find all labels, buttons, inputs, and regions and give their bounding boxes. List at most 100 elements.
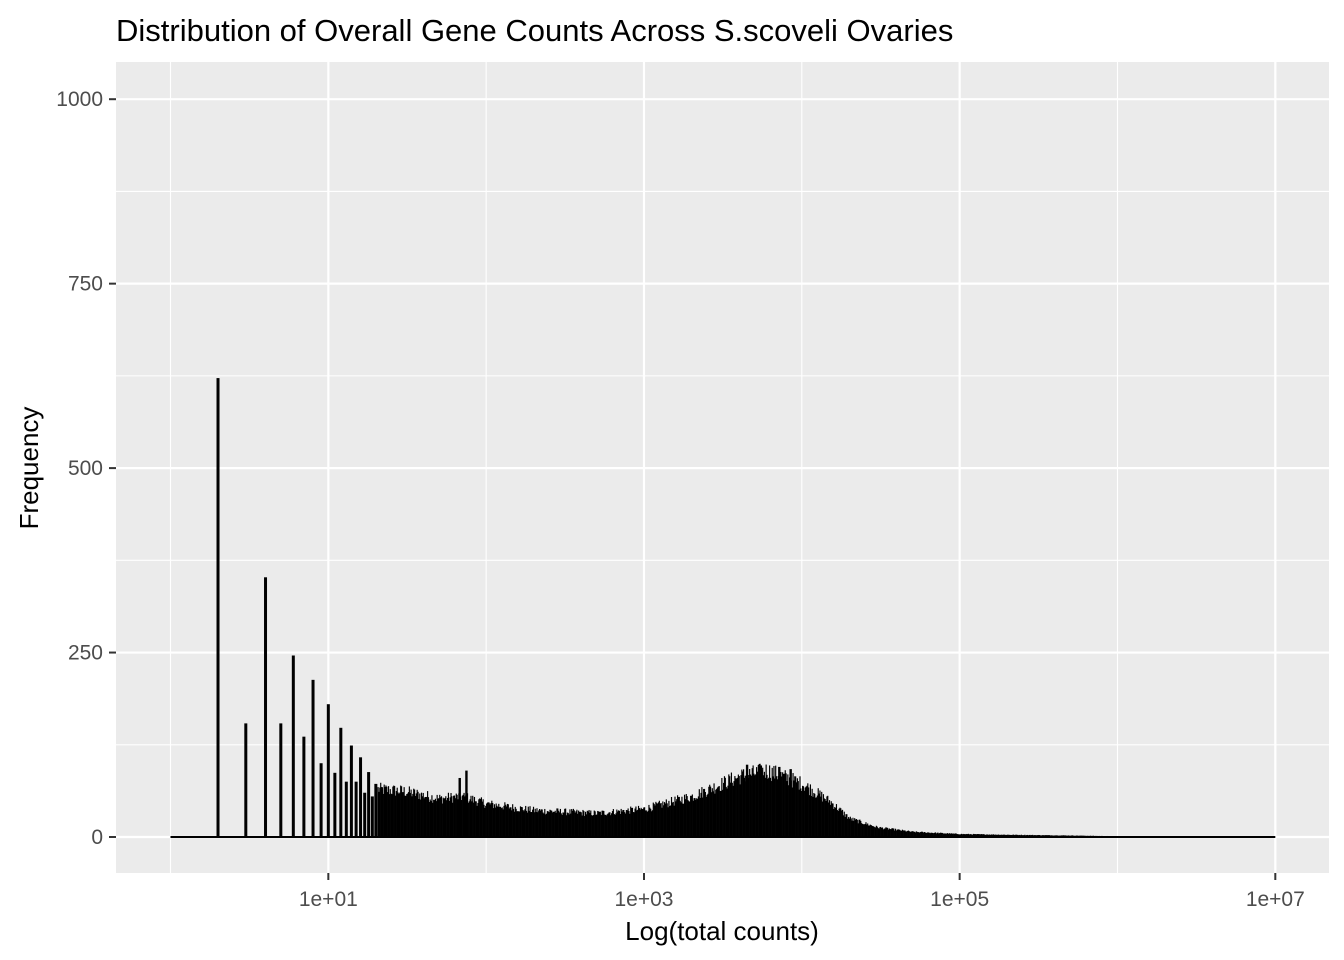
- histogram-bar: [1040, 835, 1042, 837]
- histogram-bar: [1114, 836, 1116, 837]
- histogram-bar: [979, 834, 981, 837]
- histogram-bar: [950, 833, 952, 837]
- histogram-bar: [932, 832, 934, 837]
- histogram-bar: [966, 833, 968, 837]
- histogram-bar: [1085, 835, 1087, 837]
- histogram-bar: [972, 834, 974, 837]
- histogram-bar: [868, 825, 871, 837]
- histogram-bar: [636, 810, 638, 837]
- histogram-bar: [1008, 834, 1010, 837]
- histogram-bar: [480, 797, 483, 837]
- histogram-bar: [720, 791, 722, 837]
- histogram-bar: [973, 833, 975, 837]
- histogram-bar: [665, 799, 667, 837]
- histogram-bar: [1101, 835, 1103, 837]
- histogram-bar: [413, 788, 415, 837]
- histogram-bar: [954, 833, 956, 837]
- histogram-bar: [775, 776, 778, 837]
- histogram-bar: [768, 777, 770, 837]
- histogram-bar: [456, 794, 458, 837]
- histogram-bar: [444, 797, 446, 837]
- histogram-bar: [532, 806, 535, 837]
- histogram-bar: [1055, 835, 1057, 837]
- histogram-bar: [918, 832, 920, 837]
- histogram-bar: [621, 811, 623, 837]
- histogram-bar: [396, 787, 398, 837]
- histogram-bar: [976, 833, 978, 837]
- histogram-bar: [809, 784, 811, 837]
- histogram-bar: [835, 804, 838, 837]
- histogram-bar: [776, 779, 779, 837]
- histogram-bar: [1099, 836, 1101, 837]
- histogram-bar: [1127, 836, 1129, 837]
- histogram-bar: [907, 830, 910, 837]
- histogram-bar: [1070, 835, 1072, 837]
- x-tick-label: 1e+07: [1246, 888, 1305, 911]
- histogram-bar: [1142, 836, 1144, 837]
- histogram-bar: [772, 776, 774, 837]
- histogram-bar: [1085, 835, 1088, 837]
- histogram-bar: [311, 679, 315, 837]
- histogram-bar: [654, 805, 656, 837]
- histogram-bar: [1031, 834, 1033, 837]
- histogram-bar: [546, 811, 548, 837]
- histogram-bar: [885, 827, 887, 837]
- histogram-bar: [795, 776, 797, 837]
- histogram-bar: [1143, 836, 1145, 837]
- histogram-bar: [522, 810, 524, 837]
- histogram-bar: [495, 803, 497, 837]
- histogram-bar: [1131, 836, 1134, 837]
- histogram-bar: [643, 807, 645, 837]
- histogram-bar: [1060, 835, 1062, 837]
- histogram-bar: [977, 834, 979, 837]
- histogram-bar: [813, 793, 815, 837]
- histogram-bar: [1025, 835, 1027, 837]
- histogram-bar: [618, 810, 621, 837]
- histogram-bar: [625, 810, 627, 837]
- histogram-bar: [465, 770, 468, 837]
- histogram-bar: [385, 785, 387, 837]
- histogram-bar: [415, 793, 417, 837]
- histogram-bar: [891, 828, 893, 837]
- histogram-bar: [820, 796, 822, 837]
- histogram-bar: [816, 795, 818, 837]
- histogram-bar: [821, 801, 824, 837]
- histogram-bar: [609, 812, 611, 837]
- y-axis-title: Frequency: [14, 407, 44, 530]
- histogram-bar: [919, 832, 921, 837]
- histogram-bar: [574, 812, 576, 837]
- histogram-bar: [1105, 836, 1108, 837]
- histogram-bar: [473, 796, 476, 837]
- histogram-bar: [926, 832, 928, 837]
- histogram-bar: [1075, 835, 1077, 837]
- histogram-bar: [796, 778, 798, 837]
- histogram-bar: [812, 796, 814, 837]
- histogram-bar: [406, 794, 408, 837]
- histogram-bar: [729, 782, 732, 837]
- histogram-bar: [486, 802, 489, 837]
- histogram-bar: [1176, 836, 1178, 837]
- histogram-bar: [1097, 835, 1099, 837]
- histogram-bar: [1139, 836, 1141, 837]
- histogram-bar: [517, 811, 519, 837]
- histogram-bar: [216, 378, 220, 837]
- histogram-bar: [778, 766, 781, 837]
- histogram-bar: [704, 791, 706, 837]
- histogram-bar: [446, 797, 449, 837]
- histogram-bar: [638, 808, 640, 837]
- histogram-bar: [600, 815, 602, 837]
- histogram-bar: [1148, 836, 1150, 837]
- histogram-bar: [996, 834, 998, 837]
- histogram-bar: [381, 787, 383, 837]
- histogram-bar: [999, 834, 1002, 837]
- histogram-bar: [1121, 836, 1123, 837]
- histogram-bar: [802, 786, 805, 837]
- histogram-bar: [599, 811, 601, 837]
- y-tick-label: 1000: [56, 88, 103, 111]
- histogram-bar: [594, 811, 596, 837]
- histogram-bar: [679, 800, 681, 837]
- histogram-bar: [1095, 835, 1097, 837]
- histogram-bar: [629, 813, 631, 837]
- histogram-bar: [435, 801, 437, 837]
- histogram-bar: [748, 775, 750, 837]
